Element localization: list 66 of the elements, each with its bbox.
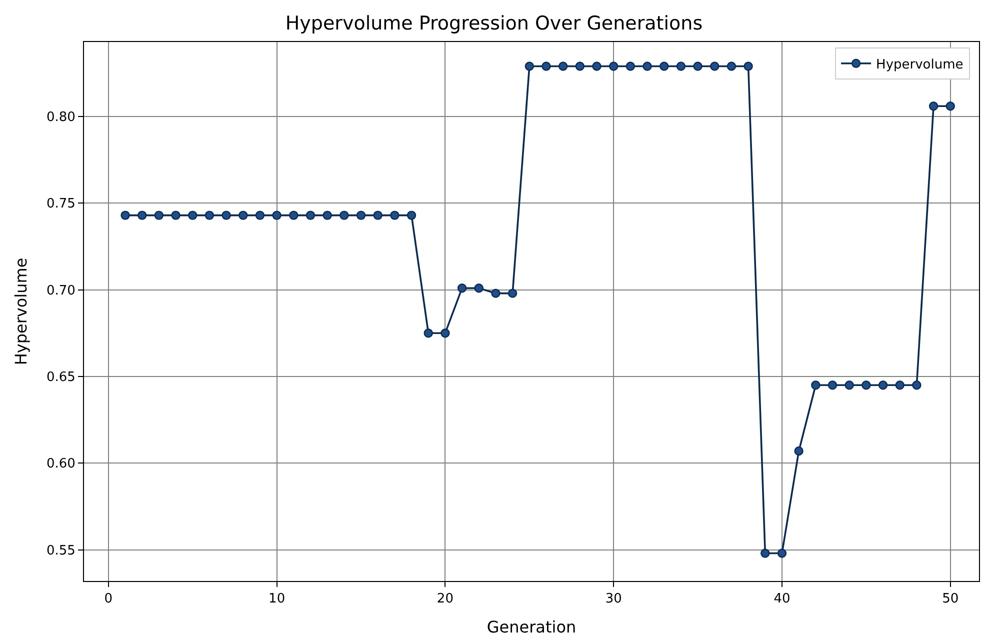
- point: [356, 210, 366, 220]
- point: [373, 210, 382, 220]
- y-tick-label: 0.60: [46, 456, 76, 472]
- point: [642, 62, 652, 71]
- y-tick-label: 0.65: [46, 370, 76, 386]
- x-axis-title: Generation: [486, 617, 576, 636]
- point: [676, 62, 686, 71]
- point: [794, 446, 804, 456]
- point: [726, 62, 736, 71]
- x-tick-label: 40: [774, 592, 790, 607]
- point: [491, 288, 500, 298]
- point: [895, 380, 904, 390]
- point: [608, 62, 618, 71]
- point: [592, 62, 602, 71]
- point: [946, 102, 955, 111]
- point: [760, 548, 770, 558]
- point: [255, 210, 265, 220]
- legend-label: Hypervolume: [876, 57, 964, 72]
- point: [171, 210, 180, 220]
- point: [844, 380, 854, 390]
- point: [238, 210, 248, 220]
- point: [744, 62, 753, 71]
- point: [457, 284, 467, 293]
- y-tick-label: 0.75: [46, 196, 76, 212]
- point: [188, 210, 198, 220]
- point: [928, 102, 938, 111]
- point: [558, 62, 568, 71]
- x-tick-label: 50: [942, 592, 959, 607]
- point: [912, 380, 922, 390]
- point: [626, 62, 636, 71]
- point: [406, 210, 416, 220]
- point: [777, 548, 787, 558]
- point: [272, 210, 282, 220]
- chart-title: Hypervolume Progression Over Generations: [285, 12, 703, 34]
- point: [322, 210, 332, 220]
- point: [660, 62, 669, 71]
- point: [138, 210, 147, 220]
- point: [828, 380, 838, 390]
- point: [542, 62, 551, 71]
- point: [222, 210, 231, 220]
- x-tick-label: 10: [268, 592, 286, 607]
- point: [474, 284, 484, 293]
- y-tick-label: 0.70: [46, 283, 76, 298]
- point: [862, 380, 871, 390]
- point: [508, 288, 518, 298]
- y-tick-label: 0.55: [46, 543, 76, 558]
- point: [878, 380, 888, 390]
- point: [390, 210, 400, 220]
- point: [154, 210, 164, 220]
- x-tick-label: 30: [605, 592, 622, 607]
- point: [811, 380, 820, 390]
- x-tick-label: 0: [104, 592, 113, 607]
- point: [306, 210, 316, 220]
- point: [524, 62, 534, 71]
- point: [575, 62, 585, 71]
- point: [204, 210, 214, 220]
- point: [120, 210, 130, 220]
- point: [340, 210, 349, 220]
- point: [710, 62, 720, 71]
- x-tick-label: 20: [436, 592, 454, 607]
- point: [693, 62, 702, 71]
- y-tick-label: 0.80: [46, 110, 76, 126]
- point: [289, 210, 298, 220]
- y-axis-title: Hypervolume: [11, 258, 30, 366]
- point: [424, 328, 433, 338]
- point: [440, 328, 450, 338]
